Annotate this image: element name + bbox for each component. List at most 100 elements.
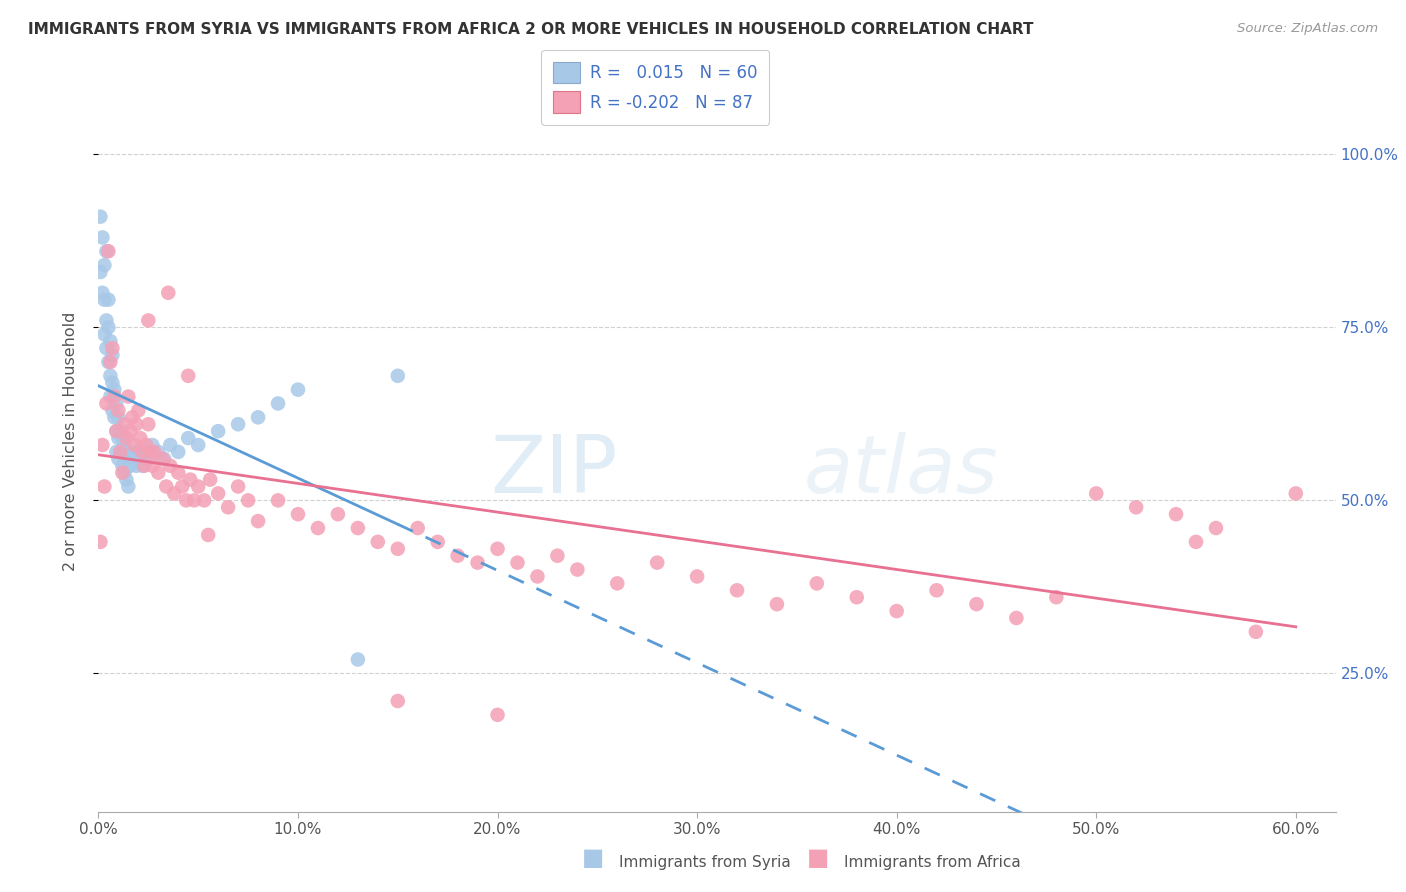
Point bbox=[925, 583, 948, 598]
Point bbox=[129, 431, 152, 445]
Point bbox=[197, 528, 219, 542]
Point bbox=[97, 355, 120, 369]
Point bbox=[177, 368, 200, 383]
Point bbox=[645, 556, 668, 570]
Point bbox=[486, 541, 509, 556]
Point bbox=[93, 293, 115, 307]
Point bbox=[115, 473, 138, 487]
Point bbox=[135, 438, 157, 452]
Point bbox=[105, 445, 128, 459]
Point bbox=[187, 479, 209, 493]
Point bbox=[105, 396, 128, 410]
Point bbox=[236, 493, 259, 508]
Point bbox=[1185, 534, 1208, 549]
Point bbox=[267, 493, 290, 508]
Point bbox=[115, 445, 138, 459]
Point bbox=[155, 479, 177, 493]
Point bbox=[148, 466, 170, 480]
Point bbox=[217, 500, 239, 515]
Point bbox=[96, 313, 118, 327]
Point bbox=[167, 445, 190, 459]
Point bbox=[247, 514, 270, 528]
Point bbox=[89, 265, 111, 279]
Point bbox=[486, 707, 509, 722]
Point bbox=[100, 355, 122, 369]
Point bbox=[91, 230, 114, 244]
Text: atlas: atlas bbox=[804, 432, 998, 510]
Point bbox=[526, 569, 548, 583]
Point bbox=[127, 445, 149, 459]
Text: Source: ZipAtlas.com: Source: ZipAtlas.com bbox=[1237, 22, 1378, 36]
Point bbox=[105, 424, 128, 438]
Point bbox=[117, 390, 139, 404]
Point bbox=[112, 417, 135, 432]
Point bbox=[187, 438, 209, 452]
Y-axis label: 2 or more Vehicles in Household: 2 or more Vehicles in Household bbox=[63, 312, 77, 571]
Point bbox=[267, 396, 290, 410]
Point bbox=[193, 493, 215, 508]
Point bbox=[120, 458, 142, 473]
Point bbox=[89, 210, 111, 224]
Point bbox=[159, 458, 181, 473]
Point bbox=[845, 591, 868, 605]
Text: ZIP: ZIP bbox=[491, 432, 619, 510]
Point bbox=[686, 569, 709, 583]
Point bbox=[226, 479, 249, 493]
Point bbox=[1005, 611, 1028, 625]
Point bbox=[91, 285, 114, 300]
Point bbox=[134, 445, 156, 459]
Text: ■: ■ bbox=[582, 846, 605, 870]
Point bbox=[131, 445, 153, 459]
Point bbox=[150, 451, 173, 466]
Point bbox=[100, 368, 122, 383]
Point bbox=[103, 410, 125, 425]
Point bbox=[111, 458, 134, 473]
Point bbox=[101, 403, 124, 417]
Legend: R =   0.015   N = 60, R = -0.202   N = 87: R = 0.015 N = 60, R = -0.202 N = 87 bbox=[541, 50, 769, 125]
Point bbox=[127, 403, 149, 417]
Point bbox=[107, 451, 129, 466]
Point bbox=[806, 576, 828, 591]
Point bbox=[367, 534, 389, 549]
Point bbox=[134, 458, 156, 473]
Point bbox=[103, 383, 125, 397]
Point bbox=[131, 458, 153, 473]
Point bbox=[91, 438, 114, 452]
Point bbox=[120, 424, 142, 438]
Point bbox=[107, 431, 129, 445]
Point bbox=[89, 534, 111, 549]
Point bbox=[143, 445, 166, 459]
Point bbox=[97, 320, 120, 334]
Point bbox=[198, 473, 221, 487]
Point bbox=[141, 458, 163, 473]
Point bbox=[506, 556, 529, 570]
Point bbox=[141, 438, 163, 452]
Point bbox=[111, 431, 134, 445]
Point bbox=[1045, 591, 1067, 605]
Point bbox=[167, 466, 190, 480]
Point bbox=[136, 451, 159, 466]
Point bbox=[1244, 624, 1267, 639]
Point bbox=[1205, 521, 1227, 535]
Point bbox=[766, 597, 789, 611]
Point bbox=[287, 383, 309, 397]
Point bbox=[117, 479, 139, 493]
Point bbox=[226, 417, 249, 432]
Point bbox=[159, 438, 181, 452]
Point bbox=[446, 549, 468, 563]
Point bbox=[100, 334, 122, 349]
Point bbox=[110, 445, 132, 459]
Point bbox=[136, 313, 159, 327]
Point bbox=[112, 466, 135, 480]
Point bbox=[183, 493, 205, 508]
Point bbox=[1125, 500, 1147, 515]
Point bbox=[153, 451, 176, 466]
Point bbox=[121, 410, 143, 425]
Point bbox=[93, 258, 115, 272]
Point bbox=[93, 327, 115, 342]
Point bbox=[157, 285, 180, 300]
Point bbox=[115, 431, 138, 445]
Point bbox=[1085, 486, 1108, 500]
Point bbox=[207, 424, 229, 438]
Point bbox=[101, 348, 124, 362]
